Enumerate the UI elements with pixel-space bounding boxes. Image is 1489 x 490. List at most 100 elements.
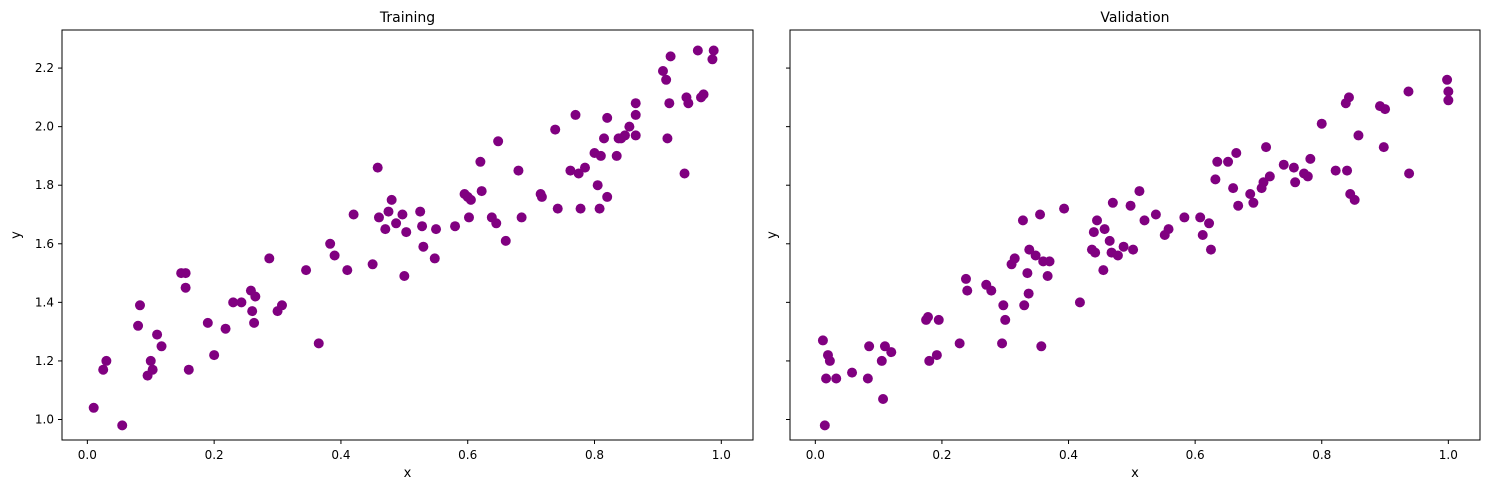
- validation-point: [1261, 142, 1272, 153]
- training-point: [399, 271, 410, 281]
- validation-point: [931, 350, 942, 361]
- training-point: [599, 133, 610, 144]
- training-points: [88, 45, 719, 431]
- training-point: [661, 74, 672, 85]
- validation-point: [1443, 95, 1454, 106]
- validation-point: [1258, 177, 1269, 188]
- training-point: [133, 320, 144, 331]
- validation-point: [1112, 250, 1123, 261]
- validation-point: [1134, 186, 1145, 197]
- validation-point: [1099, 224, 1110, 235]
- training-point: [180, 282, 191, 293]
- training-point: [630, 98, 641, 109]
- training-point: [619, 130, 630, 141]
- training-ylabel: y: [9, 231, 24, 239]
- training-xtick-label: 1.0: [712, 448, 731, 462]
- training-ytick-label: 2.0: [35, 120, 54, 134]
- validation-point: [1019, 300, 1030, 311]
- training-point: [152, 329, 163, 340]
- validation-point: [1030, 250, 1041, 261]
- training-point: [516, 212, 527, 223]
- training-point: [513, 165, 524, 176]
- validation-point: [1404, 168, 1415, 179]
- validation-point: [864, 341, 875, 352]
- validation-point: [1210, 174, 1221, 185]
- training-point: [476, 186, 487, 197]
- training-point: [250, 291, 261, 302]
- validation-point: [847, 367, 858, 378]
- training-title: Training: [379, 10, 435, 26]
- training-point: [575, 203, 586, 214]
- training-ytick-label: 1.8: [35, 178, 54, 192]
- training-point: [88, 402, 99, 413]
- validation-point: [1316, 118, 1327, 129]
- training-point: [570, 109, 581, 120]
- training-point: [624, 121, 635, 132]
- training-point: [657, 66, 668, 76]
- validation-points: [817, 74, 1454, 431]
- training-point: [325, 238, 336, 249]
- validation-point: [954, 338, 965, 349]
- training-point: [98, 364, 109, 375]
- validation-point: [1023, 288, 1034, 299]
- validation-point: [1403, 86, 1414, 97]
- training-point: [698, 89, 709, 100]
- validation-point: [1128, 244, 1139, 255]
- validation-point: [1223, 156, 1234, 167]
- validation-point: [1125, 200, 1136, 211]
- training-point: [367, 259, 378, 270]
- validation-point: [1380, 104, 1391, 115]
- training-point: [202, 317, 213, 328]
- validation-axes-frame: [789, 29, 1481, 441]
- validation-point: [819, 420, 830, 431]
- training-point: [134, 300, 145, 311]
- training-point: [536, 191, 547, 202]
- training-point: [592, 180, 603, 191]
- training-point: [228, 297, 239, 308]
- training-point: [491, 218, 502, 229]
- validation-point: [879, 341, 890, 352]
- validation-xtick-label: 0.6: [1186, 448, 1205, 462]
- training-point: [683, 98, 694, 109]
- validation-point: [1104, 235, 1115, 246]
- validation-point: [1278, 159, 1289, 170]
- training-ytick-label: 1.6: [35, 237, 54, 251]
- training-point: [708, 45, 719, 56]
- training-point: [500, 235, 511, 246]
- validation-point: [1098, 265, 1109, 276]
- validation-point: [1245, 189, 1256, 199]
- validation-point: [1074, 297, 1085, 308]
- validation-point: [1353, 130, 1364, 141]
- validation-xtick-label: 1.0: [1439, 448, 1458, 462]
- training-point: [664, 98, 675, 109]
- validation-point: [831, 373, 842, 384]
- validation-point: [923, 312, 933, 322]
- validation-point: [817, 335, 828, 346]
- training-point: [247, 306, 258, 317]
- training-point: [209, 350, 220, 361]
- validation-point: [1059, 203, 1070, 214]
- training-point: [594, 203, 605, 214]
- training-point: [493, 136, 504, 147]
- training-xtick-label: 0.8: [585, 448, 604, 462]
- validation-xtick-label: 0.2: [932, 448, 951, 462]
- validation-point: [862, 373, 873, 384]
- training-point: [550, 124, 561, 135]
- training-point: [386, 194, 397, 205]
- training-point: [373, 212, 384, 223]
- validation-title: Validation: [1100, 10, 1169, 26]
- validation-point: [1197, 230, 1208, 240]
- training-point: [401, 227, 412, 238]
- validation-point: [1107, 197, 1118, 208]
- training-point: [117, 420, 128, 431]
- training-point: [665, 51, 676, 62]
- validation-point: [1378, 142, 1389, 153]
- validation-point: [1163, 224, 1174, 235]
- validation-point: [986, 285, 997, 296]
- validation-point: [1231, 148, 1242, 158]
- validation-point: [1022, 268, 1033, 279]
- validation-ylabel: y: [765, 231, 780, 239]
- training-point: [465, 194, 476, 205]
- validation-point: [1150, 209, 1161, 220]
